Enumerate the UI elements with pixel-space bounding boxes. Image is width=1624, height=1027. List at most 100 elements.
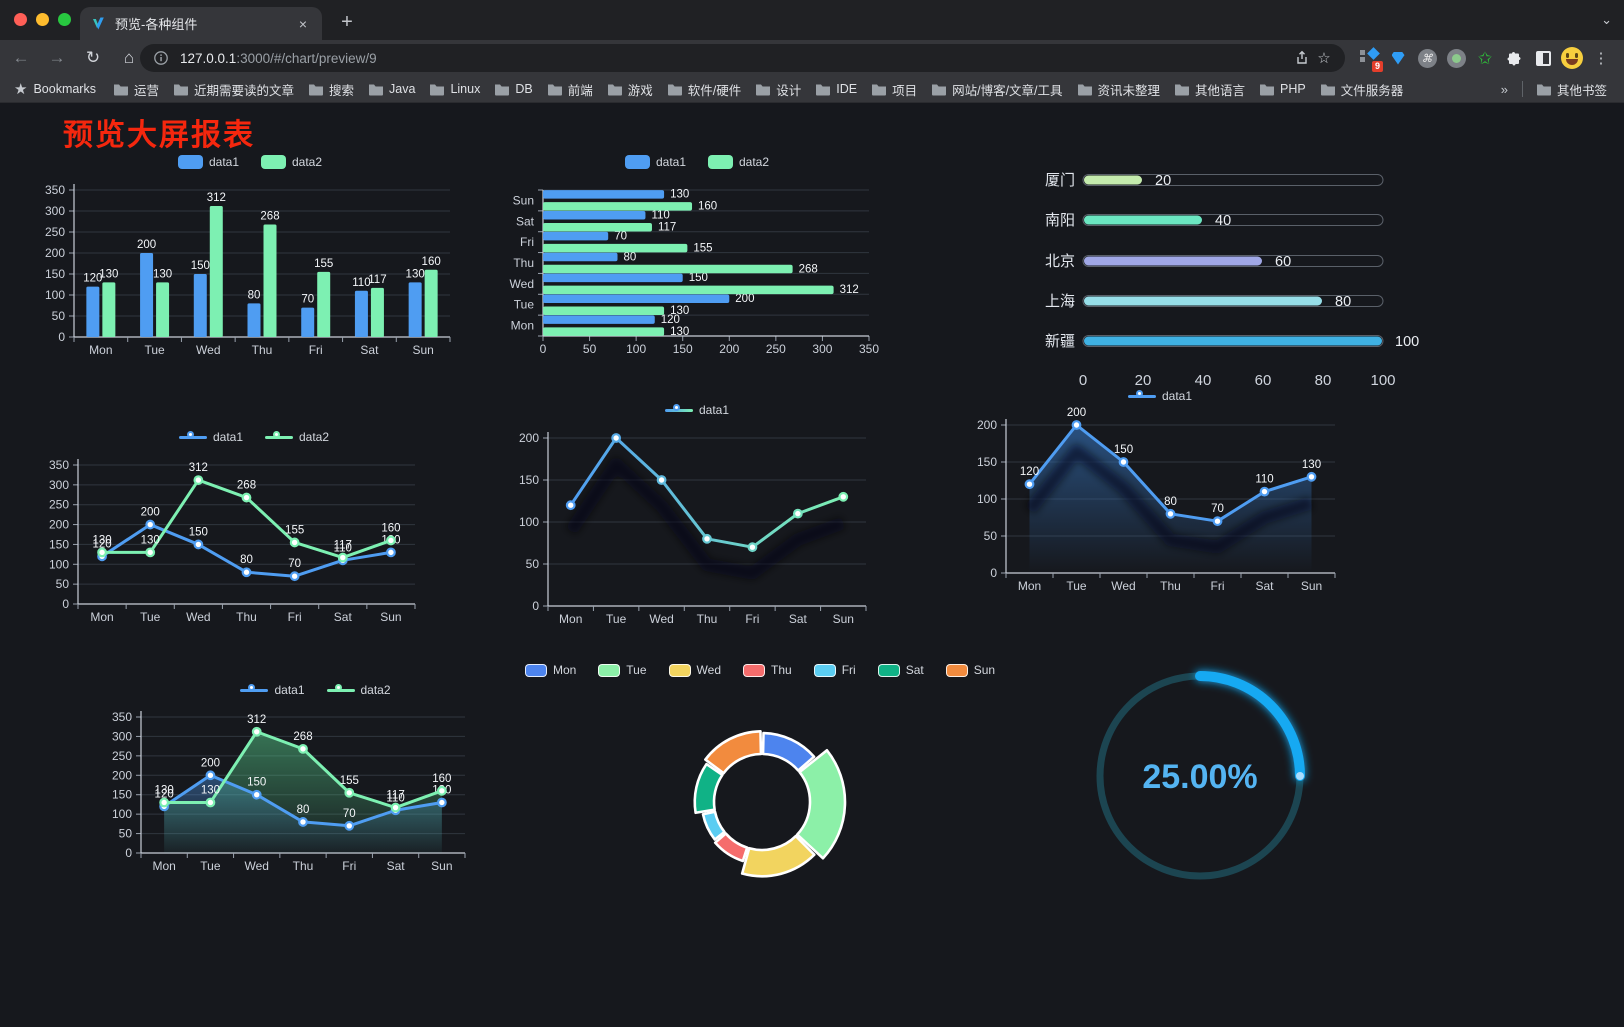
bookmarks-overflow-chevron[interactable]: » bbox=[1500, 81, 1508, 97]
home-button[interactable]: ⌂ bbox=[123, 48, 135, 67]
gauge-plot[interactable]: 25.00% bbox=[1050, 650, 1360, 910]
reload-button[interactable]: ↻ bbox=[85, 48, 101, 67]
legend-label: Sun bbox=[973, 663, 996, 677]
progress-bars-plot[interactable]: 厦门 20 南阳 40 北京 60 上海 80 新疆 100 0 20 40 60 80 100 bbox=[995, 150, 1425, 390]
tab-search-chevron-icon[interactable]: ⌄ bbox=[1601, 12, 1612, 27]
bar-data2-Wed bbox=[543, 285, 834, 295]
bookmark-folder[interactable]: 游戏 bbox=[607, 80, 653, 99]
svg-text:Sun: Sun bbox=[380, 610, 401, 624]
bookmark-folder[interactable]: 软件/硬件 bbox=[667, 80, 741, 99]
rose-pie-plot[interactable] bbox=[540, 640, 980, 890]
site-info-icon[interactable] bbox=[150, 50, 172, 66]
browser-menu-icon[interactable]: ⋮ bbox=[1593, 50, 1609, 67]
other-bookmarks-folder[interactable]: 其他书签 bbox=[1536, 80, 1607, 99]
bookmark-folder[interactable]: IDE bbox=[815, 82, 857, 96]
legend-item-Sun[interactable]: Sun bbox=[945, 663, 996, 677]
forward-button[interactable]: → bbox=[48, 48, 66, 67]
legend-item-data1[interactable]: data1 bbox=[240, 683, 305, 697]
extensions-puzzle-icon[interactable] bbox=[1503, 47, 1525, 69]
svg-text:Fri: Fri bbox=[342, 859, 356, 873]
legend-item-Mon[interactable]: Mon bbox=[524, 663, 576, 677]
bookmark-folder[interactable]: 近期需要读的文章 bbox=[173, 80, 294, 99]
line-area-plot[interactable]: 0 50 100 150 200 Mon Tue Wed Thu Fri Sat Sun 120 200 1… bbox=[973, 388, 1347, 600]
bookmark-folder[interactable]: 资讯未整理 bbox=[1077, 80, 1160, 99]
bookmark-folder[interactable]: Java bbox=[368, 82, 415, 96]
svg-text:Tue: Tue bbox=[514, 298, 535, 312]
bookmark-folder[interactable]: 运营 bbox=[113, 80, 159, 99]
grouped-bar-chart[interactable]: data1 data2 0 50 100 150 200 250 300 350 Mon Tue Wed… bbox=[40, 148, 460, 370]
extension-gem-icon[interactable] bbox=[1387, 47, 1409, 69]
side-panel-icon[interactable] bbox=[1532, 47, 1554, 69]
two-series-line-chart[interactable]: data1 data2 0 50 100 150 200 250 300 350 Mon Tue Wed… bbox=[45, 425, 463, 637]
share-icon[interactable] bbox=[1291, 49, 1313, 67]
legend-item-data1[interactable]: data1 bbox=[624, 155, 686, 169]
url-text[interactable]: 127.0.0.1:3000/#/chart/preview/9 bbox=[180, 51, 1291, 66]
extension-star-icon[interactable]: ✩ bbox=[1477, 48, 1493, 68]
legend-item-data1[interactable]: data1 bbox=[664, 403, 729, 417]
bar-data1-Wed bbox=[543, 273, 683, 283]
rose-donut-chart[interactable]: Mon Tue Wed Thu Fri Sat Sun bbox=[524, 640, 995, 890]
chart-legend: data1 data2 bbox=[40, 154, 460, 170]
bar-grouped-plot[interactable]: 0 50 100 150 200 250 300 350 Mon Tue Wed Thu Fri Sat S… bbox=[40, 148, 460, 370]
bookmark-folder[interactable]: 文件服务器 bbox=[1320, 80, 1403, 99]
line-two-series-plot[interactable]: 0 50 100 150 200 250 300 350 Mon Tue Wed Thu Fri Sat S… bbox=[45, 425, 463, 637]
bookmark-folder-label: 搜索 bbox=[329, 83, 355, 98]
bookmark-star-icon[interactable]: ☆ bbox=[1317, 50, 1331, 67]
back-button[interactable]: ← bbox=[12, 48, 30, 67]
bookmark-folder[interactable]: 设计 bbox=[755, 80, 801, 99]
legend-item-data2[interactable]: data2 bbox=[326, 683, 391, 697]
bookmark-folder[interactable]: 搜索 bbox=[308, 80, 354, 99]
new-tab-button[interactable]: + bbox=[341, 11, 353, 33]
bar-horizontal-plot[interactable]: Sun Sat Fri Thu Wed Tue Mon 0 50 100 150 200 250 300 3… bbox=[503, 148, 891, 370]
bar-data1-Mon bbox=[543, 315, 655, 324]
url-bar[interactable]: 127.0.0.1:3000/#/chart/preview/9 ☆ bbox=[140, 44, 1345, 72]
gauge-chart[interactable]: 25.00% bbox=[1050, 650, 1360, 910]
progress-bar-chart[interactable]: 厦门 20 南阳 40 北京 60 上海 80 新疆 100 0 20 40 60 80 100 bbox=[995, 150, 1425, 390]
bookmark-folder[interactable]: 前端 bbox=[547, 80, 593, 99]
tab-close-icon[interactable]: × bbox=[298, 15, 308, 32]
legend-swatch bbox=[668, 663, 691, 677]
svg-text:100: 100 bbox=[1370, 372, 1395, 389]
legend-item-data1[interactable]: data1 bbox=[177, 155, 239, 169]
window-close-button[interactable] bbox=[14, 13, 27, 26]
bar-data2-Sat bbox=[370, 287, 384, 337]
legend-item-Tue[interactable]: Tue bbox=[598, 663, 647, 677]
area-line-chart[interactable]: data1 0 50 100 150 200 Mon Tue Wed Thu Fri Sat Sun 12… bbox=[973, 388, 1347, 600]
bookmark-folder[interactable]: Linux bbox=[429, 82, 480, 96]
extension-record-icon[interactable] bbox=[1445, 47, 1467, 69]
svg-text:Fri: Fri bbox=[520, 235, 534, 249]
legend-item-data2[interactable]: data2 bbox=[265, 430, 329, 444]
legend-item-data2[interactable]: data2 bbox=[708, 155, 769, 169]
bookmark-folder[interactable]: 其他语言 bbox=[1174, 80, 1245, 99]
legend-item-Fri[interactable]: Fri bbox=[813, 663, 856, 677]
bookmark-folder-label: PHP bbox=[1280, 82, 1306, 96]
gradient-line-chart[interactable]: data1 0 50 100 150 200 Mon Tue Wed Thu Fri Sat Sun bbox=[503, 398, 891, 633]
line-gradient-plot[interactable]: 0 50 100 150 200 Mon Tue Wed Thu Fri Sat Sun bbox=[503, 398, 891, 633]
legend-item-data2[interactable]: data2 bbox=[261, 155, 322, 169]
bookmark-folder[interactable]: 项目 bbox=[871, 80, 917, 99]
bookmark-folder[interactable]: 网站/博客/文章/工具 bbox=[931, 80, 1063, 99]
folder-icon bbox=[495, 84, 510, 95]
svg-text:Sat: Sat bbox=[387, 859, 406, 873]
extension-grid-icon[interactable]: 9 bbox=[1358, 47, 1383, 72]
extension-badge: 9 bbox=[1371, 61, 1383, 72]
bookmarks-star-icon[interactable]: ★ bbox=[14, 81, 28, 98]
line-two-areas-plot[interactable]: 0 50 100 150 200 250 300 350 Mon Tue Wed Thu Fri Sat S… bbox=[108, 678, 523, 890]
horizontal-bar-chart[interactable]: data1 data2 Sun Sat Fri Thu Wed Tue Mon 0 50 100 150… bbox=[503, 148, 891, 370]
svg-text:100: 100 bbox=[49, 557, 69, 571]
bookmark-folder[interactable]: PHP bbox=[1259, 82, 1306, 96]
legend-item-Sat[interactable]: Sat bbox=[877, 663, 924, 677]
extension-command-icon[interactable]: ⌘ bbox=[1416, 47, 1438, 69]
legend-item-Wed[interactable]: Wed bbox=[668, 663, 721, 677]
legend-label: data1 bbox=[208, 155, 239, 169]
bookmark-folder[interactable]: DB bbox=[494, 82, 533, 96]
window-zoom-button[interactable] bbox=[58, 13, 71, 26]
browser-tab[interactable]: 预览-各种组件 × bbox=[80, 7, 322, 40]
legend-item-Thu[interactable]: Thu bbox=[743, 663, 792, 677]
legend-item-data1[interactable]: data1 bbox=[1127, 389, 1192, 403]
two-series-area-line-chart[interactable]: data1 data2 0 50 100 150 200 250 300 350 Mon Tue Wed… bbox=[108, 678, 523, 890]
window-minimize-button[interactable] bbox=[36, 13, 49, 26]
profile-avatar[interactable] bbox=[1561, 47, 1583, 69]
svg-text:Sun: Sun bbox=[431, 859, 452, 873]
legend-item-data1[interactable]: data1 bbox=[178, 430, 243, 444]
